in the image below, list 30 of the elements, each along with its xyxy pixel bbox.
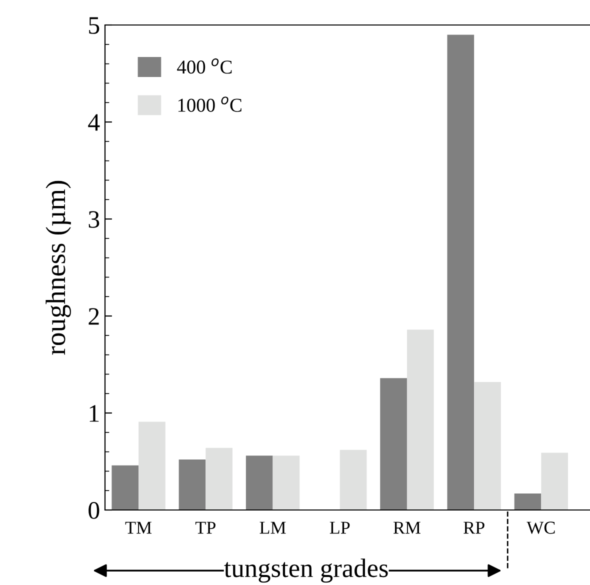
bar (340, 450, 367, 510)
bar (272, 456, 300, 510)
bar (514, 494, 542, 510)
text: tungsten grades (224, 558, 388, 583)
bar (178, 460, 206, 510)
bar (112, 465, 139, 510)
bar (246, 456, 273, 510)
bar (406, 330, 434, 510)
y-tick-label: 0 (88, 502, 100, 519)
x-tick-label: TP (195, 522, 216, 534)
x-tick-label: LP (330, 522, 350, 534)
legend-label: 400 $^{o}$C (177, 58, 232, 74)
x-tick-label: LM (260, 522, 286, 534)
y-tick-label: 3 (88, 211, 100, 228)
x-tick-label: TM (125, 522, 152, 534)
bar (380, 378, 407, 510)
bar (474, 382, 501, 510)
bar (138, 422, 166, 510)
x-tick-label: WC (526, 522, 555, 534)
y-tick-label: 2 (88, 308, 99, 325)
y-tick-label: 5 (89, 17, 100, 34)
bar (206, 448, 232, 510)
x-tick-label: RM (393, 522, 420, 534)
bar (447, 34, 474, 510)
y-tick-label: 4 (88, 114, 100, 131)
x-tick-label: RP (464, 522, 484, 534)
y-axis-title: roughness (µm) (46, 180, 71, 355)
y-tick-label: 1 (90, 405, 99, 422)
bar (541, 452, 568, 510)
legend-label: 1000 $^{o}$C (178, 96, 242, 112)
